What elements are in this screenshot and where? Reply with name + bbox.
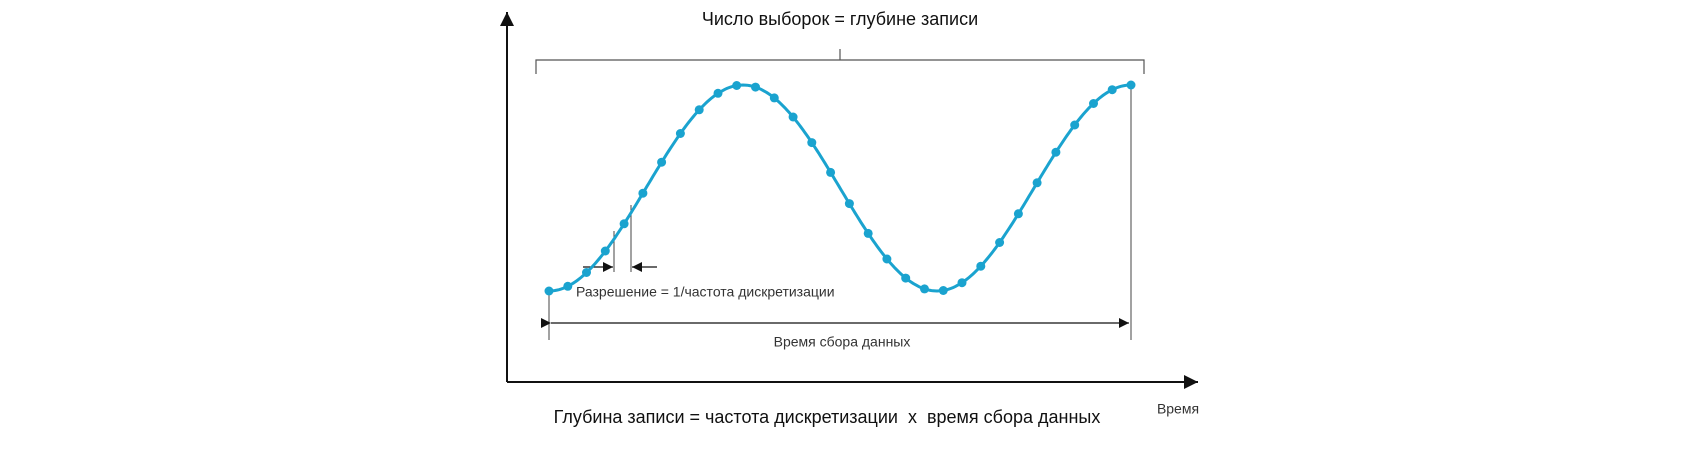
- sample-point: [1032, 178, 1042, 188]
- sample-point: [582, 268, 591, 277]
- sample-point: [694, 105, 704, 115]
- sample-point: [882, 254, 892, 264]
- resolution-label: Разрешение = 1/частота дискретизации: [576, 284, 835, 300]
- sample-point: [638, 188, 648, 198]
- sample-point: [844, 199, 854, 209]
- sample-point: [1013, 209, 1023, 219]
- acquisition-label: Время сбора данных: [774, 334, 911, 350]
- sample-point: [920, 284, 929, 294]
- sample-point: [1089, 99, 1098, 108]
- sample-point: [1051, 147, 1061, 157]
- sample-point: [957, 278, 967, 288]
- sample-point: [976, 261, 986, 271]
- sample-point: [863, 228, 873, 238]
- sample-point: [788, 112, 798, 122]
- sample-point: [675, 129, 685, 138]
- sample-point: [563, 281, 573, 291]
- sample-point: [826, 167, 836, 177]
- sample-point: [938, 286, 948, 295]
- sample-point: [713, 88, 723, 98]
- formula: Глубина записи = частота дискретизации x…: [554, 407, 1101, 427]
- sample-point: [619, 219, 629, 229]
- bracket: [535, 49, 1145, 74]
- sample-point: [1126, 80, 1136, 90]
- sample-point: [732, 81, 742, 90]
- sample-point: [807, 138, 817, 148]
- sample-point: [657, 157, 667, 167]
- sample-point: [1107, 85, 1117, 95]
- sample-point: [544, 286, 554, 296]
- waveform: [544, 80, 1136, 296]
- x-axis-label: Время: [1157, 401, 1199, 417]
- sample-point: [995, 238, 1005, 247]
- sample-point: [901, 273, 911, 283]
- sample-point: [769, 93, 779, 103]
- sample-point: [751, 82, 760, 92]
- title: Число выборок = глубине записи: [702, 9, 978, 29]
- sample-point: [600, 246, 610, 256]
- sine-curve: [548, 83, 1132, 293]
- sample-point: [1070, 120, 1080, 130]
